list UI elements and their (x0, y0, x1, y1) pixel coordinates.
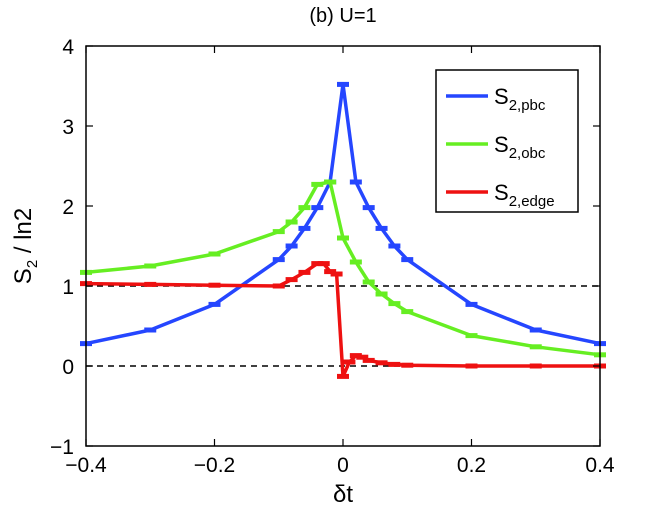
series-1-point-12 (388, 301, 401, 307)
x-axis-title: δt (333, 481, 353, 508)
series-0-point-6 (311, 205, 324, 211)
x-tick-label-0: −0.4 (65, 454, 107, 477)
series-2-point-5 (298, 269, 311, 275)
series-2-point-1 (144, 281, 157, 287)
series-2-point-9 (330, 271, 343, 277)
series-1-point-7 (324, 179, 337, 185)
x-tick-label-1: −0.2 (194, 454, 235, 477)
series-0-point-11 (375, 225, 388, 231)
series-1 (80, 179, 606, 358)
series-0-point-1 (144, 327, 157, 333)
series-2-point-13 (356, 354, 369, 360)
series-1-point-1 (144, 263, 157, 269)
series-0-point-5 (298, 225, 311, 231)
series-0-point-13 (401, 257, 414, 263)
series-1-point-6 (311, 181, 324, 187)
series-0-point-9 (349, 179, 362, 185)
series-2-point-10 (337, 373, 349, 379)
series-2-point-12 (349, 353, 362, 359)
series-0-point-2 (208, 301, 221, 307)
series-2-point-8 (324, 269, 337, 275)
x-tick-label-3: 0.2 (457, 454, 486, 477)
series-0-point-12 (388, 243, 401, 249)
y-tick-label-3: 2 (62, 196, 74, 219)
legend-label-0: S2,pbc (494, 84, 546, 114)
series-2 (80, 261, 606, 379)
y-axis-title: S2 / ln2 (10, 208, 41, 284)
series-1-point-13 (401, 309, 414, 315)
series-1-point-9 (349, 259, 362, 265)
series-0-point-10 (362, 205, 375, 211)
series-1-point-15 (529, 344, 542, 350)
ticks-layer: −0.4 −0.2 0 0.2 0.4 −1 0 1 2 3 4 (50, 36, 615, 477)
series-2-point-18 (465, 363, 478, 369)
series-2-point-17 (401, 362, 414, 368)
series-2-point-7 (317, 261, 330, 267)
series-0-point-3 (272, 257, 285, 263)
series-layer (80, 81, 606, 379)
series-2-point-14 (362, 357, 375, 363)
series-2-point-4 (285, 277, 298, 283)
series-1-point-14 (465, 333, 478, 339)
series-1-point-5 (298, 205, 311, 211)
x-tick-label-4: 0.4 (585, 454, 615, 477)
series-2-point-19 (529, 363, 542, 369)
legend-label-2: S2,edge (494, 180, 555, 210)
series-2-point-16 (388, 361, 401, 367)
series-2-point-6 (311, 261, 324, 267)
chart-title: (b) U=1 (309, 5, 376, 27)
series-1-point-10 (362, 279, 375, 285)
series-2-point-3 (272, 283, 285, 289)
series-1-point-11 (375, 291, 388, 297)
legend: S2,pbc S2,obc S2,edge (435, 69, 579, 213)
x-tick-label-2: 0 (337, 454, 349, 477)
series-2-point-2 (208, 282, 221, 288)
legend-label-1: S2,obc (494, 132, 546, 162)
series-0-point-15 (529, 327, 542, 333)
series-2-point-15 (375, 360, 388, 366)
series-1-point-4 (285, 219, 298, 225)
series-0-point-14 (465, 301, 478, 307)
y-axis-title-rest: / ln2 (10, 208, 37, 260)
legend-box (435, 69, 579, 213)
y-tick-label-1: 0 (62, 356, 74, 379)
series-0-point-4 (285, 243, 298, 249)
series-0-point-8 (337, 81, 349, 87)
series-1-point-8 (337, 235, 349, 241)
series-2-point-11 (343, 359, 356, 365)
series-1-point-3 (272, 229, 285, 235)
y-axis-title-sub: 2 (24, 260, 41, 268)
y-tick-label-4: 3 (62, 116, 74, 139)
series-1-point-2 (208, 251, 221, 257)
y-axis-title-main: S (10, 268, 37, 284)
y-tick-label-5: 4 (62, 36, 74, 59)
y-tick-label-2: 1 (62, 276, 74, 299)
y-tick-label-0: −1 (50, 436, 74, 459)
